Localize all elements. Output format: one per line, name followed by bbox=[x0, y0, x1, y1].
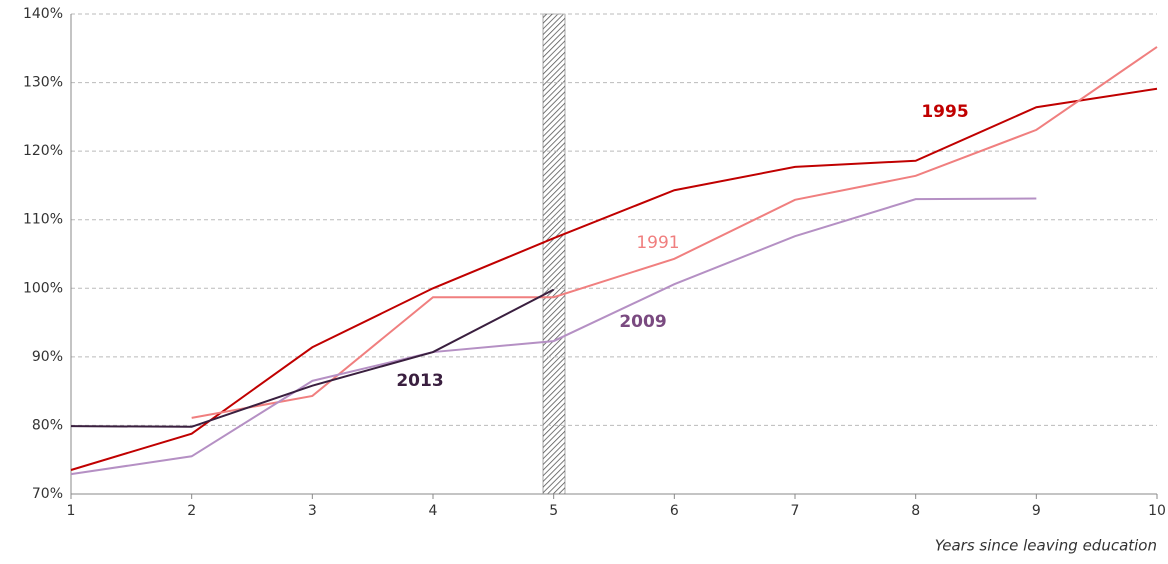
series-line bbox=[70, 288, 555, 428]
series-line bbox=[70, 197, 1037, 476]
series-label: 1991 bbox=[636, 233, 679, 253]
x-tick-label: 6 bbox=[670, 503, 679, 519]
y-tick-label: 130% bbox=[23, 75, 63, 91]
y-tick-label: 100% bbox=[23, 280, 63, 296]
x-tick-label: 2 bbox=[187, 503, 196, 519]
series-label: 2013 bbox=[396, 371, 443, 391]
y-tick-label: 70% bbox=[32, 486, 63, 502]
x-tick-label: 4 bbox=[429, 503, 438, 519]
hatched-band bbox=[542, 13, 566, 495]
x-tick-label: 8 bbox=[911, 503, 920, 519]
y-tick-label: 110% bbox=[23, 212, 63, 228]
y-tick-label: 140% bbox=[23, 6, 63, 22]
y-tick-label: 90% bbox=[32, 349, 63, 365]
x-tick-label: 5 bbox=[549, 503, 558, 519]
y-tick-label: 80% bbox=[32, 417, 63, 433]
x-tick-label: 3 bbox=[308, 503, 317, 519]
x-axis-label: Years since leaving education bbox=[935, 537, 1157, 555]
x-tick-label: 7 bbox=[791, 503, 800, 519]
series-line bbox=[70, 87, 1158, 471]
x-tick-label: 9 bbox=[1032, 503, 1041, 519]
x-tick-label: 1 bbox=[67, 503, 76, 519]
y-tick-label: 120% bbox=[23, 143, 63, 159]
series-label: 1995 bbox=[921, 102, 968, 122]
series-line bbox=[191, 46, 1158, 419]
series-label: 2009 bbox=[619, 312, 666, 332]
x-tick-label: 10 bbox=[1148, 503, 1166, 519]
